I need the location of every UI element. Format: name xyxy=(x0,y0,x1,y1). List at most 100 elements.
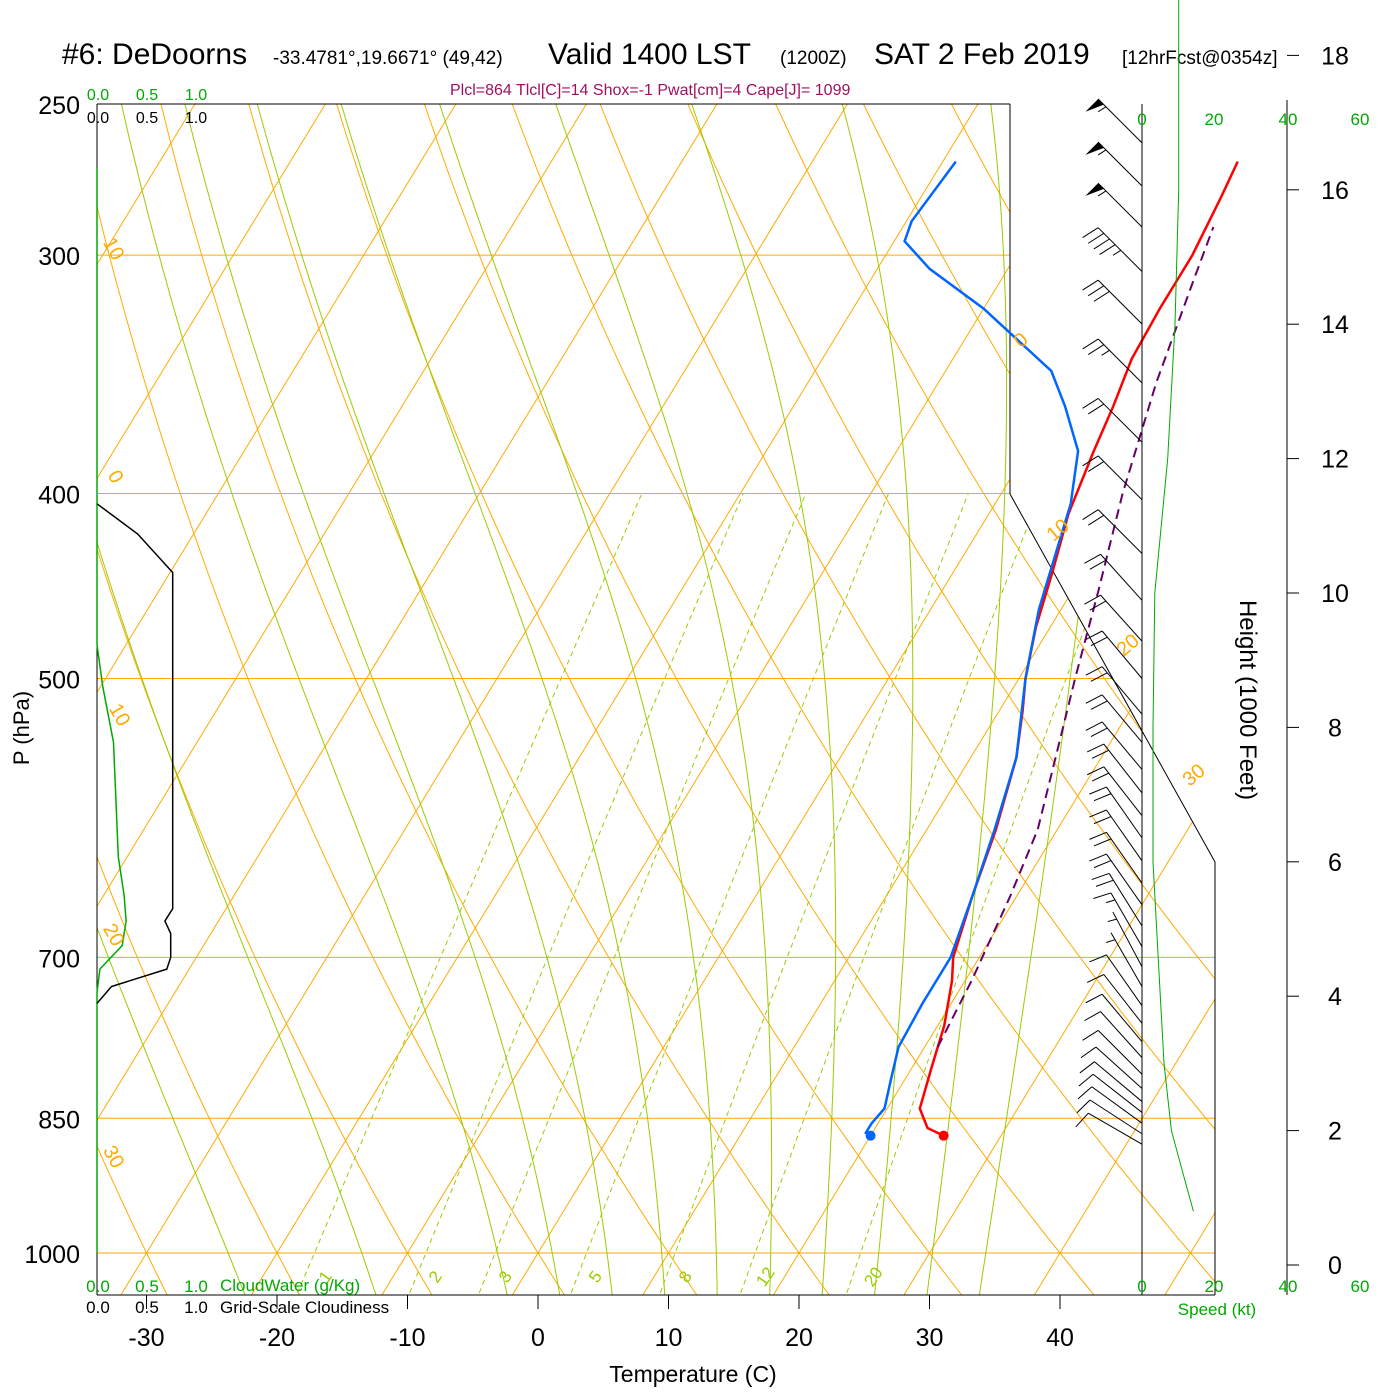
wind-barb xyxy=(1082,398,1143,443)
dry-adiabat xyxy=(1391,104,1400,1301)
dry-adiabat xyxy=(511,104,1215,1295)
cloudiness-top-tick: 0.0 xyxy=(87,110,109,127)
wind-barb xyxy=(1082,455,1143,501)
mixing-ratio-label: 12 xyxy=(752,1264,778,1290)
dry-adiabat xyxy=(423,104,1100,1295)
wind-barb xyxy=(1084,594,1143,642)
wind-barb xyxy=(1084,1011,1143,1058)
isotherm-line xyxy=(1059,104,1215,1254)
dry-adiabat xyxy=(97,104,569,1295)
height-tick-label: 0 xyxy=(1328,1252,1342,1280)
speed-bottom-tick: 0 xyxy=(1137,1277,1146,1296)
valid-time: Valid 1400 LST xyxy=(548,38,751,71)
temperature-tick-label: 10 xyxy=(655,1324,683,1352)
mixing-ratio-label: 8 xyxy=(675,1268,696,1287)
zulu-time: (1200Z) xyxy=(780,48,847,69)
wind-barb xyxy=(1082,227,1143,272)
station-coords: -33.4781°,19.6671° (49,42) xyxy=(273,48,503,69)
temperature-axis-label: Temperature (C) xyxy=(609,1361,776,1387)
moist-adiabat xyxy=(117,104,509,1295)
wind-barb xyxy=(1085,98,1143,144)
cloudwater-bottom-tick: 1.0 xyxy=(184,1277,208,1296)
dry-adiabat-label: 30 xyxy=(98,1142,128,1172)
wind-barb xyxy=(1106,932,1143,987)
sounding-indices: Plcl=864 Tlcl[C]=14 Shox=-1 Pwat[cm]=4 C… xyxy=(450,82,851,99)
temperature-tick-label: -10 xyxy=(389,1324,425,1352)
moist-adiabat xyxy=(549,104,773,1295)
wind-barb xyxy=(1086,743,1143,794)
speed-bottom-tick: 40 xyxy=(1279,1277,1298,1296)
speed-axis-label: Speed (kt) xyxy=(1178,1300,1256,1319)
height-tick-label: 16 xyxy=(1321,177,1349,205)
cloudwater-bottom-tick: 0.0 xyxy=(86,1277,110,1296)
pressure-tick-label: 300 xyxy=(38,243,80,271)
cloudwater-top-tick: 1.0 xyxy=(185,87,207,104)
wind-barb xyxy=(1086,766,1143,816)
wind-barb xyxy=(1089,853,1143,906)
mixing-ratio-label: 2 xyxy=(425,1268,446,1287)
height-tick-label: 12 xyxy=(1321,446,1349,474)
isotherm-line xyxy=(511,1252,539,1295)
mixing-ratio-line xyxy=(475,493,807,1295)
parcel-line xyxy=(936,226,1215,1048)
moist-adiabat xyxy=(180,104,562,1295)
station-name: #6: DeDoorns xyxy=(62,38,248,71)
wind-barb xyxy=(1080,1046,1143,1089)
isotherm-line xyxy=(407,104,1109,1254)
mixing-ratio-line xyxy=(567,493,889,1295)
isotherm-line xyxy=(97,104,457,1254)
temperature-tick-label: 30 xyxy=(916,1324,944,1352)
speed-bottom-tick: 20 xyxy=(1205,1277,1224,1296)
surface-dewpoint-marker xyxy=(865,1130,876,1141)
dry-adiabat xyxy=(775,104,1215,1295)
height-tick-label: 14 xyxy=(1321,311,1349,339)
cloudiness-axis-label: Grid-Scale Cloudiness xyxy=(220,1298,389,1317)
speed-bottom-tick: 60 xyxy=(1351,1277,1370,1296)
moist-adiabat xyxy=(925,104,1008,1295)
isotherm-line xyxy=(0,1253,16,1295)
temperature-tick-label: -30 xyxy=(128,1324,164,1352)
isotherm-line xyxy=(97,104,587,1254)
isotherm-line xyxy=(250,1252,278,1295)
temperature-tick-label: -20 xyxy=(259,1324,295,1352)
mixing-ratio-label: 5 xyxy=(585,1268,606,1287)
forecast-info: [12hrFcst@0354z] xyxy=(1122,48,1278,69)
cloudwater-axis-label: CloudWater (g/Kg) xyxy=(220,1276,360,1295)
pressure-tick-label: 700 xyxy=(38,945,80,973)
wind-barb xyxy=(1079,1061,1143,1102)
height-tick-label: 10 xyxy=(1321,580,1349,608)
cloudiness-line xyxy=(96,503,174,1004)
isotherm-line xyxy=(1190,104,1215,1254)
wind-barb xyxy=(1085,630,1143,679)
isotherm-line xyxy=(929,104,1215,1254)
mixing-ratio-line xyxy=(737,493,1041,1295)
isotherm-line xyxy=(1164,1252,1191,1295)
wind-barb xyxy=(1082,279,1143,325)
pressure-tick-label: 400 xyxy=(38,482,80,510)
isotherm-line xyxy=(1295,1253,1321,1295)
wind-speed-line xyxy=(1152,0,1194,1212)
height-tick-label: 4 xyxy=(1328,983,1342,1011)
plot-boundary xyxy=(1009,104,1216,1295)
wind-barb xyxy=(1084,553,1143,601)
cloudwater-top-tick: 0.5 xyxy=(136,87,158,104)
moist-adiabat xyxy=(252,104,614,1295)
dry-adiabat xyxy=(1303,104,1400,1301)
valid-date: SAT 2 Feb 2019 xyxy=(874,38,1090,71)
wind-barb xyxy=(1077,1086,1143,1124)
mixing-ratio-line xyxy=(843,493,1136,1295)
wind-barb xyxy=(1085,694,1143,743)
wind-barb xyxy=(1085,141,1143,187)
wind-barb xyxy=(1089,786,1143,839)
pressure-tick-label: 500 xyxy=(38,667,80,695)
cloudwater-bottom-tick: 0.5 xyxy=(135,1277,159,1296)
wind-barb xyxy=(1076,1099,1143,1135)
wind-barb xyxy=(1075,1112,1143,1145)
dry-adiabat xyxy=(248,104,835,1295)
mixing-ratio-line xyxy=(405,493,744,1295)
height-tick-label: 6 xyxy=(1328,849,1342,877)
dry-adiabat xyxy=(97,104,437,1295)
moist-adiabat xyxy=(97,104,379,1295)
isotherm-line xyxy=(1321,104,1400,1253)
moist-adiabat xyxy=(335,104,666,1295)
